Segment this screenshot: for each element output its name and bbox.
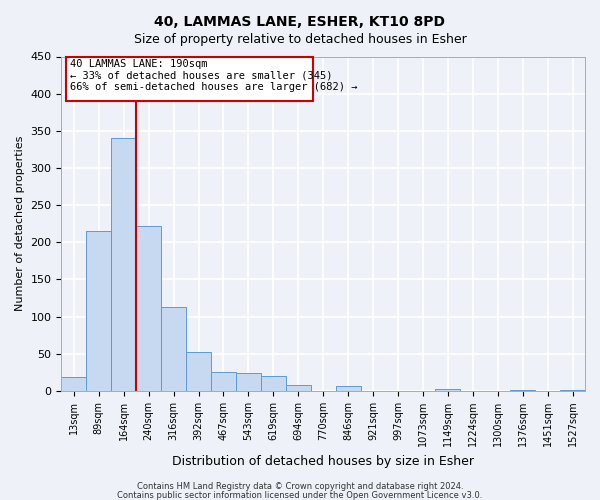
X-axis label: Distribution of detached houses by size in Esher: Distribution of detached houses by size … (172, 454, 474, 468)
Bar (236, 373, 261, 391)
Bar (211, 372, 236, 391)
Bar (510, 390, 535, 391)
Bar (560, 390, 585, 391)
Y-axis label: Number of detached properties: Number of detached properties (15, 136, 25, 312)
Bar (286, 385, 311, 391)
Bar (111, 138, 136, 391)
Text: 40 LAMMAS LANE: 190sqm
← 33% of detached houses are smaller (345)
66% of semi-de: 40 LAMMAS LANE: 190sqm ← 33% of detached… (70, 58, 358, 92)
Text: Contains public sector information licensed under the Open Government Licence v3: Contains public sector information licen… (118, 490, 482, 500)
Bar (261, 376, 286, 391)
Bar (436, 390, 460, 391)
Text: 40, LAMMAS LANE, ESHER, KT10 8PD: 40, LAMMAS LANE, ESHER, KT10 8PD (155, 15, 445, 29)
Bar (136, 226, 161, 391)
Bar (61, 378, 86, 391)
Bar (86, 231, 111, 391)
FancyBboxPatch shape (67, 56, 313, 101)
Bar (335, 386, 361, 391)
Text: Contains HM Land Registry data © Crown copyright and database right 2024.: Contains HM Land Registry data © Crown c… (137, 482, 463, 491)
Text: Size of property relative to detached houses in Esher: Size of property relative to detached ho… (134, 32, 466, 46)
Bar (186, 352, 211, 391)
Bar (161, 307, 186, 391)
